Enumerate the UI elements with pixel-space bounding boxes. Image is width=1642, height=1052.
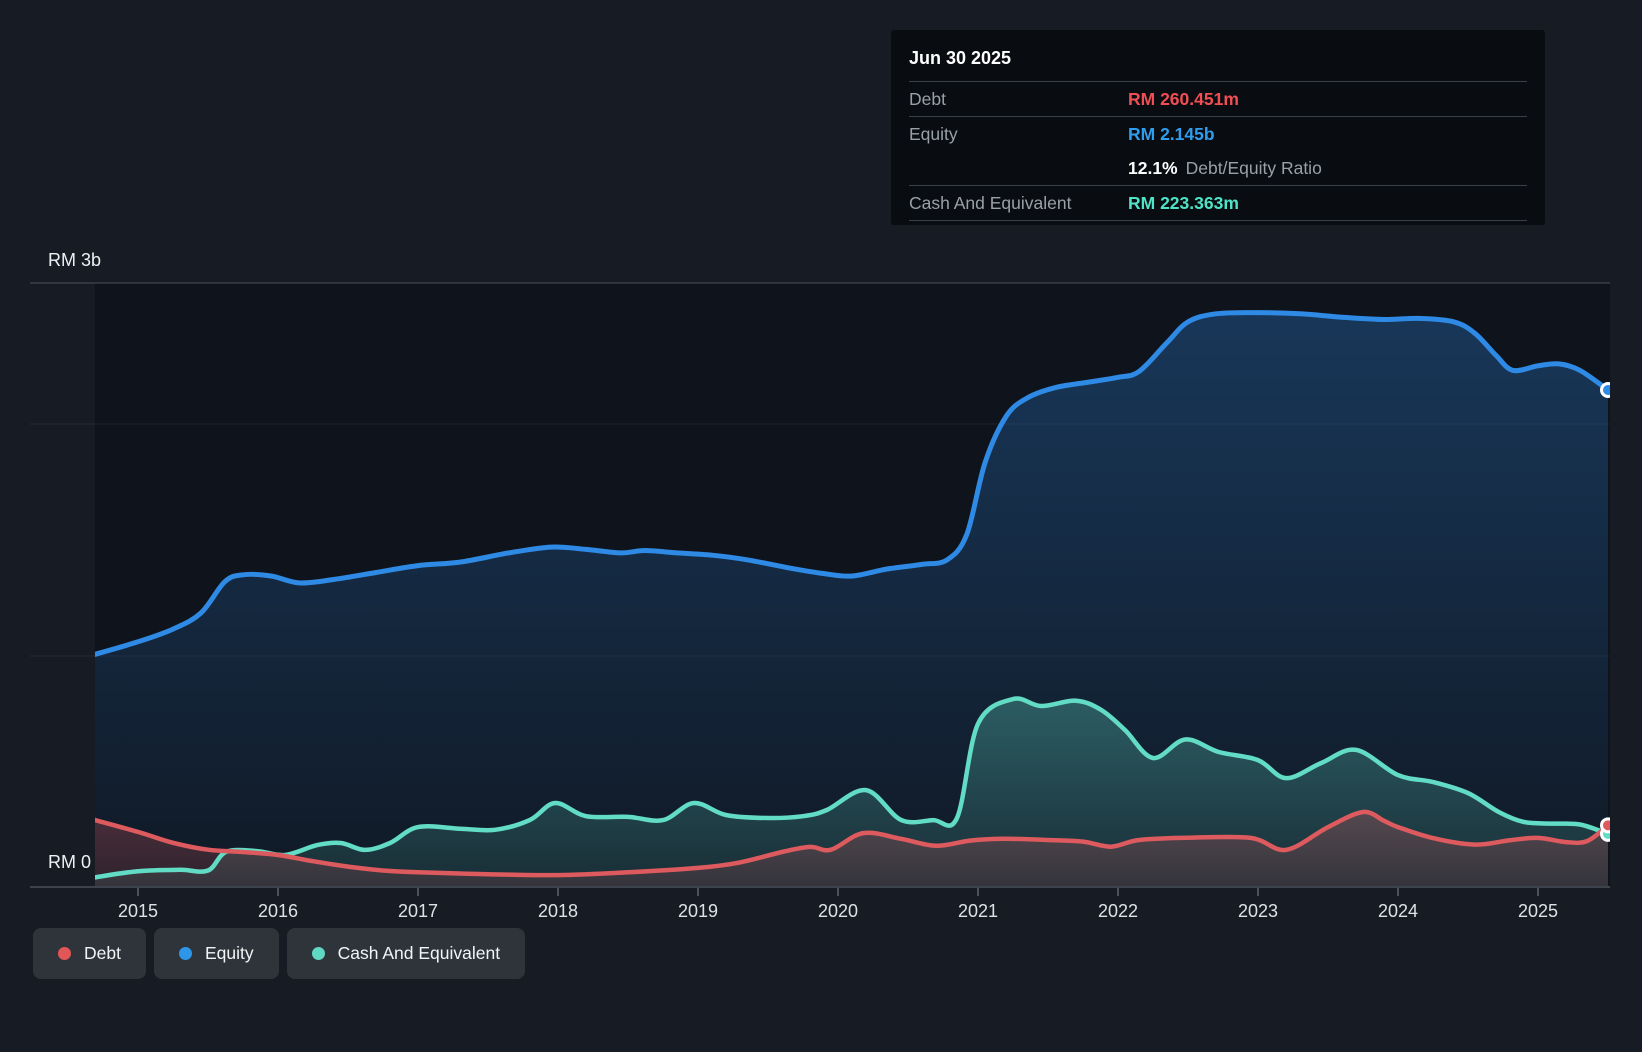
y-axis-label-zero: RM 0 — [48, 852, 91, 872]
x-axis-label: 2023 — [1238, 901, 1278, 921]
legend-cash-label: Cash And Equivalent — [337, 943, 501, 963]
legend-item-equity[interactable]: Equity — [153, 928, 279, 979]
x-axis-label: 2018 — [538, 901, 578, 921]
tooltip-cash-label: Cash And Equivalent — [909, 192, 1072, 213]
tooltip-row-cash: Cash And Equivalent RM 223.363m — [909, 186, 1527, 221]
equity-series-dot-icon — [178, 947, 192, 960]
cash-series-dot-icon — [311, 947, 325, 960]
x-axis-label: 2017 — [398, 901, 438, 921]
legend-debt-label: Debt — [84, 943, 121, 963]
x-axis-label: 2015 — [118, 901, 158, 921]
x-axis-label: 2019 — [678, 901, 718, 921]
legend-item-cash[interactable]: Cash And Equivalent — [286, 928, 526, 979]
y-axis-label-top: RM 3b — [48, 250, 101, 270]
x-axis-label: 2016 — [258, 901, 298, 921]
x-axis-label: 2022 — [1098, 901, 1138, 921]
tooltip-row-debt: Debt RM 260.451m — [909, 82, 1527, 117]
chart-tooltip: Jun 30 2025 Debt RM 260.451m Equity RM 2… — [891, 30, 1545, 225]
tooltip-equity-value: RM 2.145b — [1128, 123, 1215, 144]
tooltip-date: Jun 30 2025 — [909, 42, 1527, 82]
x-axis-label: 2021 — [958, 901, 998, 921]
debt-series-dot-icon — [58, 947, 71, 960]
tooltip-equity-label: Equity — [909, 123, 958, 144]
x-axis-label: 2024 — [1378, 901, 1418, 921]
tooltip-debt-value: RM 260.451m — [1128, 88, 1239, 109]
legend-item-debt[interactable]: Debt — [33, 928, 146, 979]
chart-legend: Debt Equity Cash And Equivalent — [33, 928, 526, 979]
legend-equity-label: Equity — [204, 943, 254, 963]
tooltip-row-ratio: 12.1% Debt/Equity Ratio — [909, 151, 1527, 186]
tooltip-ratio-label: Debt/Equity Ratio — [1185, 157, 1322, 178]
tooltip-cash-value: RM 223.363m — [1128, 192, 1239, 213]
x-axis-label: 2025 — [1518, 901, 1558, 921]
tooltip-row-equity: Equity RM 2.145b — [909, 117, 1527, 151]
tooltip-ratio-value: 12.1% — [1128, 157, 1178, 178]
tooltip-debt-label: Debt — [909, 88, 946, 109]
x-axis-label: 2020 — [818, 901, 858, 921]
